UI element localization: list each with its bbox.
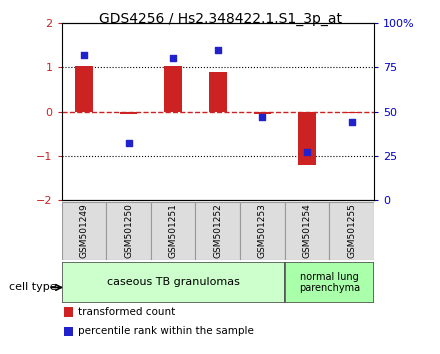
- Bar: [330, 202, 374, 260]
- Text: GSM501255: GSM501255: [347, 204, 356, 258]
- Bar: [106, 202, 151, 260]
- Bar: [253, 112, 271, 114]
- Bar: [75, 67, 93, 112]
- Bar: [164, 67, 182, 112]
- Text: GSM501251: GSM501251: [169, 204, 178, 258]
- Point: [259, 114, 266, 120]
- Text: transformed count: transformed count: [78, 307, 175, 316]
- Point: [304, 149, 311, 155]
- Text: GSM501254: GSM501254: [303, 204, 312, 258]
- Bar: [120, 112, 137, 114]
- Bar: [62, 202, 106, 260]
- Bar: [285, 202, 330, 260]
- Bar: [209, 72, 227, 112]
- Point: [214, 47, 221, 52]
- Text: cell type: cell type: [9, 282, 56, 292]
- Text: percentile rank within the sample: percentile rank within the sample: [78, 326, 254, 336]
- Bar: [62, 262, 285, 303]
- Text: normal lung
parenchyma: normal lung parenchyma: [299, 272, 360, 293]
- Text: GSM501252: GSM501252: [213, 204, 222, 258]
- Point: [125, 141, 132, 146]
- Point: [348, 119, 355, 125]
- Text: GSM501250: GSM501250: [124, 204, 133, 258]
- Point: [170, 56, 177, 61]
- Bar: [343, 112, 361, 113]
- Bar: [151, 202, 195, 260]
- Text: caseous TB granulomas: caseous TB granulomas: [107, 277, 240, 287]
- Bar: [195, 202, 240, 260]
- Text: GSM501253: GSM501253: [258, 204, 267, 258]
- Bar: [298, 112, 316, 166]
- Bar: [285, 262, 374, 303]
- Bar: [240, 202, 285, 260]
- Text: GSM501249: GSM501249: [79, 204, 88, 258]
- Text: GDS4256 / Hs2.348422.1.S1_3p_at: GDS4256 / Hs2.348422.1.S1_3p_at: [99, 12, 341, 27]
- Point: [81, 52, 88, 58]
